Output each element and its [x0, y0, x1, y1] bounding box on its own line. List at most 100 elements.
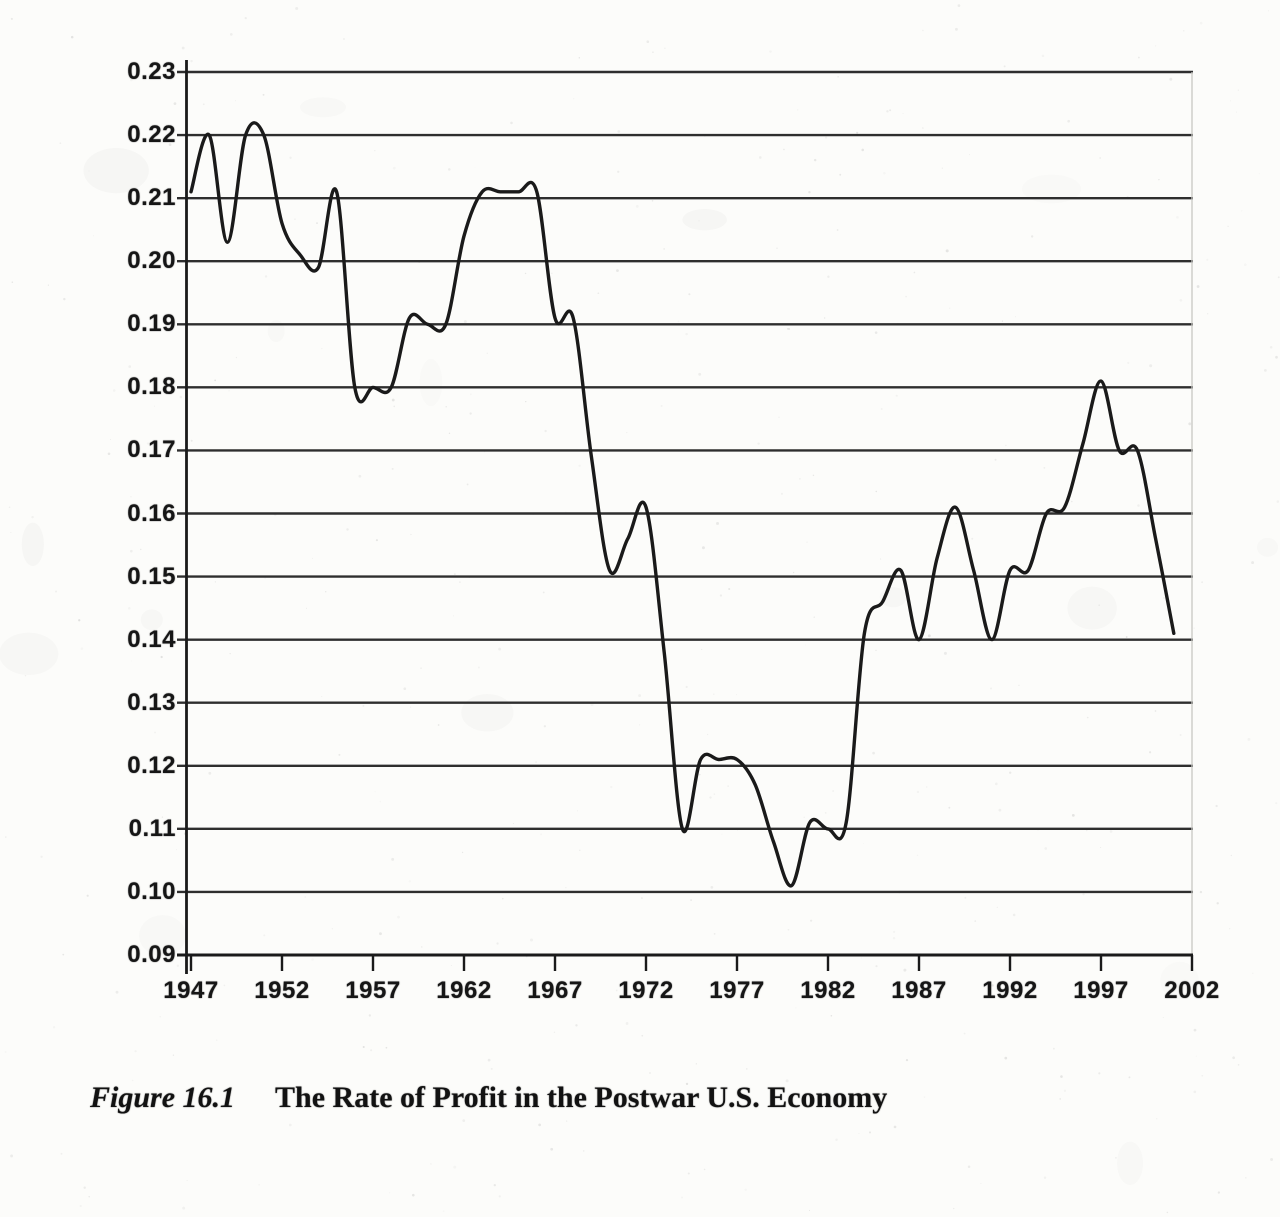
scan-speckle: [115, 990, 119, 994]
scan-speckle: [187, 283, 189, 285]
scan-smudge: [420, 359, 443, 406]
scan-speckle: [701, 648, 703, 650]
y-tick-label: 0.13: [127, 688, 176, 716]
scan-speckle: [625, 1022, 629, 1025]
scan-speckle: [538, 1123, 542, 1127]
scan-speckle: [994, 458, 997, 461]
scan-speckle: [190, 439, 193, 442]
scan-speckle: [893, 1125, 897, 1129]
scan-speckle: [223, 984, 226, 987]
scan-speckle: [146, 442, 149, 445]
scan-speckle: [1245, 1177, 1247, 1179]
scan-speckle: [1269, 345, 1273, 349]
x-tick-label: 1972: [618, 977, 674, 1004]
scan-speckle: [648, 1071, 652, 1075]
scan-speckle: [583, 1150, 585, 1152]
scan-speckle: [40, 855, 43, 858]
scan-speckle: [1176, 216, 1179, 219]
scan-speckle: [1199, 21, 1203, 25]
scan-speckle: [862, 843, 864, 845]
scan-speckle: [830, 1015, 833, 1017]
scan-speckle: [294, 218, 296, 221]
x-tick-label: 1987: [891, 977, 947, 1004]
scan-smudge: [1117, 1142, 1143, 1185]
scan-speckle: [1060, 1075, 1063, 1078]
scan-speckle: [469, 412, 472, 415]
y-tick-label: 0.22: [127, 121, 176, 149]
scan-speckle: [698, 372, 702, 376]
scan-speckle: [1215, 804, 1218, 808]
scan-speckle: [150, 640, 152, 642]
scan-speckle: [1043, 1176, 1047, 1179]
scan-speckle: [325, 591, 327, 593]
scan-speckle: [964, 896, 967, 899]
scan-smudge: [0, 632, 59, 676]
scan-speckle: [524, 272, 527, 275]
scan-speckle: [1263, 368, 1267, 372]
scan-speckle: [109, 439, 111, 440]
scan-speckle: [410, 533, 412, 536]
y-tick-label: 0.14: [127, 625, 176, 653]
scan-speckle: [651, 199, 654, 202]
scan-speckle: [403, 687, 407, 691]
scan-speckle: [902, 112, 904, 115]
scan-speckle: [1063, 1089, 1067, 1093]
scan-speckle: [1268, 10, 1269, 12]
scan-speckle: [154, 731, 156, 734]
scan-speckle: [159, 1016, 161, 1018]
scan-speckle: [835, 1138, 838, 1141]
scan-speckle: [996, 906, 998, 908]
scan-speckle: [1183, 30, 1185, 32]
scan-speckle: [173, 102, 177, 106]
scan-speckle: [1082, 893, 1085, 896]
scan-speckle: [874, 331, 878, 334]
scan-speckle: [659, 1106, 663, 1110]
scan-speckle: [1098, 604, 1100, 606]
scan-speckle: [92, 235, 94, 237]
scan-speckle: [10, 531, 12, 533]
y-tick-label: 0.12: [127, 751, 176, 779]
scan-speckle: [701, 546, 705, 550]
scan-speckle: [578, 464, 581, 467]
scan-speckle: [374, 791, 376, 793]
scan-speckle: [397, 915, 400, 919]
scan-speckle: [331, 928, 333, 930]
scan-speckle: [346, 528, 349, 531]
scan-speckle: [1232, 1056, 1235, 1060]
x-tick-label: 1997: [1073, 977, 1129, 1004]
scan-speckle: [860, 957, 862, 959]
scan-speckle: [757, 442, 760, 445]
scan-speckle: [474, 167, 476, 169]
scan-speckle: [745, 1068, 748, 1070]
y-tick-label: 0.19: [127, 310, 176, 338]
scan-speckle: [1003, 65, 1006, 68]
scan-speckle: [544, 429, 547, 433]
scan-speckle: [168, 143, 172, 147]
scan-speckle: [1166, 1211, 1169, 1214]
scan-speckle: [787, 928, 790, 931]
scan-speckle: [131, 1079, 134, 1082]
scan-speckle: [575, 1024, 578, 1027]
scan-speckle: [1252, 972, 1254, 974]
scan-speckle: [925, 786, 928, 788]
scan-speckle: [709, 796, 712, 799]
scan-speckle: [990, 687, 992, 690]
scan-speckle: [466, 483, 469, 486]
scan-speckle: [638, 694, 642, 698]
scan-speckle: [1052, 1047, 1055, 1050]
scan-speckle: [721, 833, 723, 835]
scan-speckle: [128, 365, 132, 368]
scan-speckle: [1217, 1191, 1221, 1194]
scan-speckle: [578, 849, 581, 852]
scan-speckle: [883, 171, 886, 175]
scan-speckle: [175, 849, 177, 851]
scan-speckle: [1216, 902, 1219, 905]
scan-speckle: [362, 1045, 365, 1049]
scan-speckle: [875, 965, 878, 968]
scan-speckle: [948, 806, 951, 809]
scan-speckle: [949, 307, 951, 309]
scan-speckle: [710, 886, 714, 889]
scan-speckle: [47, 284, 50, 286]
scan-speckle: [706, 733, 709, 736]
scan-speckle: [793, 571, 795, 574]
